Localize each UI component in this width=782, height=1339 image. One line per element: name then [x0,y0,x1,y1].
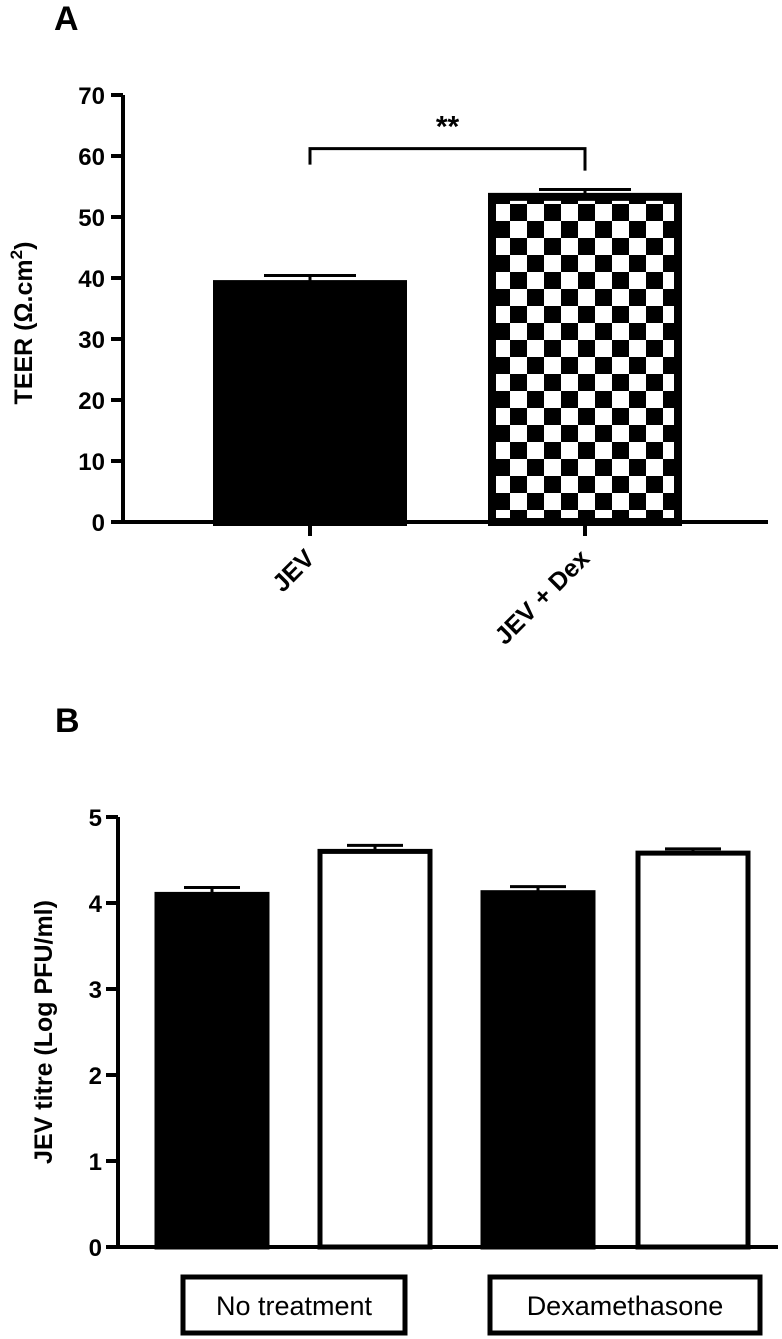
panel-b-group-label: Dexamethasone [527,1291,724,1321]
panel-b-bars [154,843,751,1250]
panel-b-y-tick-label: 5 [89,805,102,832]
panel-a-y-tick-label: 40 [78,266,105,293]
panel-b: B JEV titre (Log PFU/ml) 0 1 2 3 4 5 No treat… [30,702,778,1336]
panel-a-bar [213,280,407,526]
panel-a-bar [488,192,682,526]
panel-a-x-label: JEV + Dex [489,544,595,650]
panel-b-letter: B [55,702,80,740]
panel-a: A TEER (Ω.cm2) 0 10 20 30 40 50 60 70 JEV JEV + … [7,0,768,650]
panel-a-x-labels: JEV JEV + Dex [267,544,595,650]
panel-a-significance-label: ** [436,111,460,144]
panel-a-x-label: JEV [267,544,320,597]
panel-b-bar [480,890,596,1250]
panel-b-group-box [180,1274,408,1336]
panel-a-y-tick-label: 10 [78,449,105,476]
panel-b-y-tick-label: 2 [89,1063,102,1090]
panel-b-group-labels: No treatment Dexamethasone [180,1274,763,1336]
panel-b-bar [154,891,270,1250]
panel-a-significance-bracket [308,147,587,171]
panel-a-y-tick-label: 20 [78,388,105,415]
panel-a-bars [213,188,682,536]
panel-b-bar [317,848,433,1250]
panel-b-y-tick-label: 4 [89,891,103,918]
panel-b-y-ticks: 0 1 2 3 4 5 [89,805,118,1262]
panel-a-y-axis-label: TEER (Ω.cm2) [7,242,38,405]
panel-a-y-tick-label: 30 [78,327,105,354]
panel-b-y-tick-label: 0 [89,1235,102,1262]
panel-b-group-label: No treatment [216,1291,373,1321]
panel-a-letter: A [54,0,79,38]
panel-b-y-tick-label: 1 [89,1149,102,1176]
panel-a-y-tick-label: 50 [78,205,105,232]
panel-a-y-ticks: 0 10 20 30 40 50 60 70 [78,83,123,537]
panel-a-y-tick-label: 70 [78,83,105,110]
panel-b-group-box [487,1274,763,1336]
panel-b-bar [635,850,751,1250]
panel-b-y-tick-label: 3 [89,977,102,1004]
panel-a-y-tick-label: 60 [78,144,105,171]
panel-b-y-axis-label: JEV titre (Log PFU/ml) [30,900,58,1164]
panel-a-y-tick-label: 0 [92,510,105,537]
panel-a-significance: ** [308,111,587,171]
